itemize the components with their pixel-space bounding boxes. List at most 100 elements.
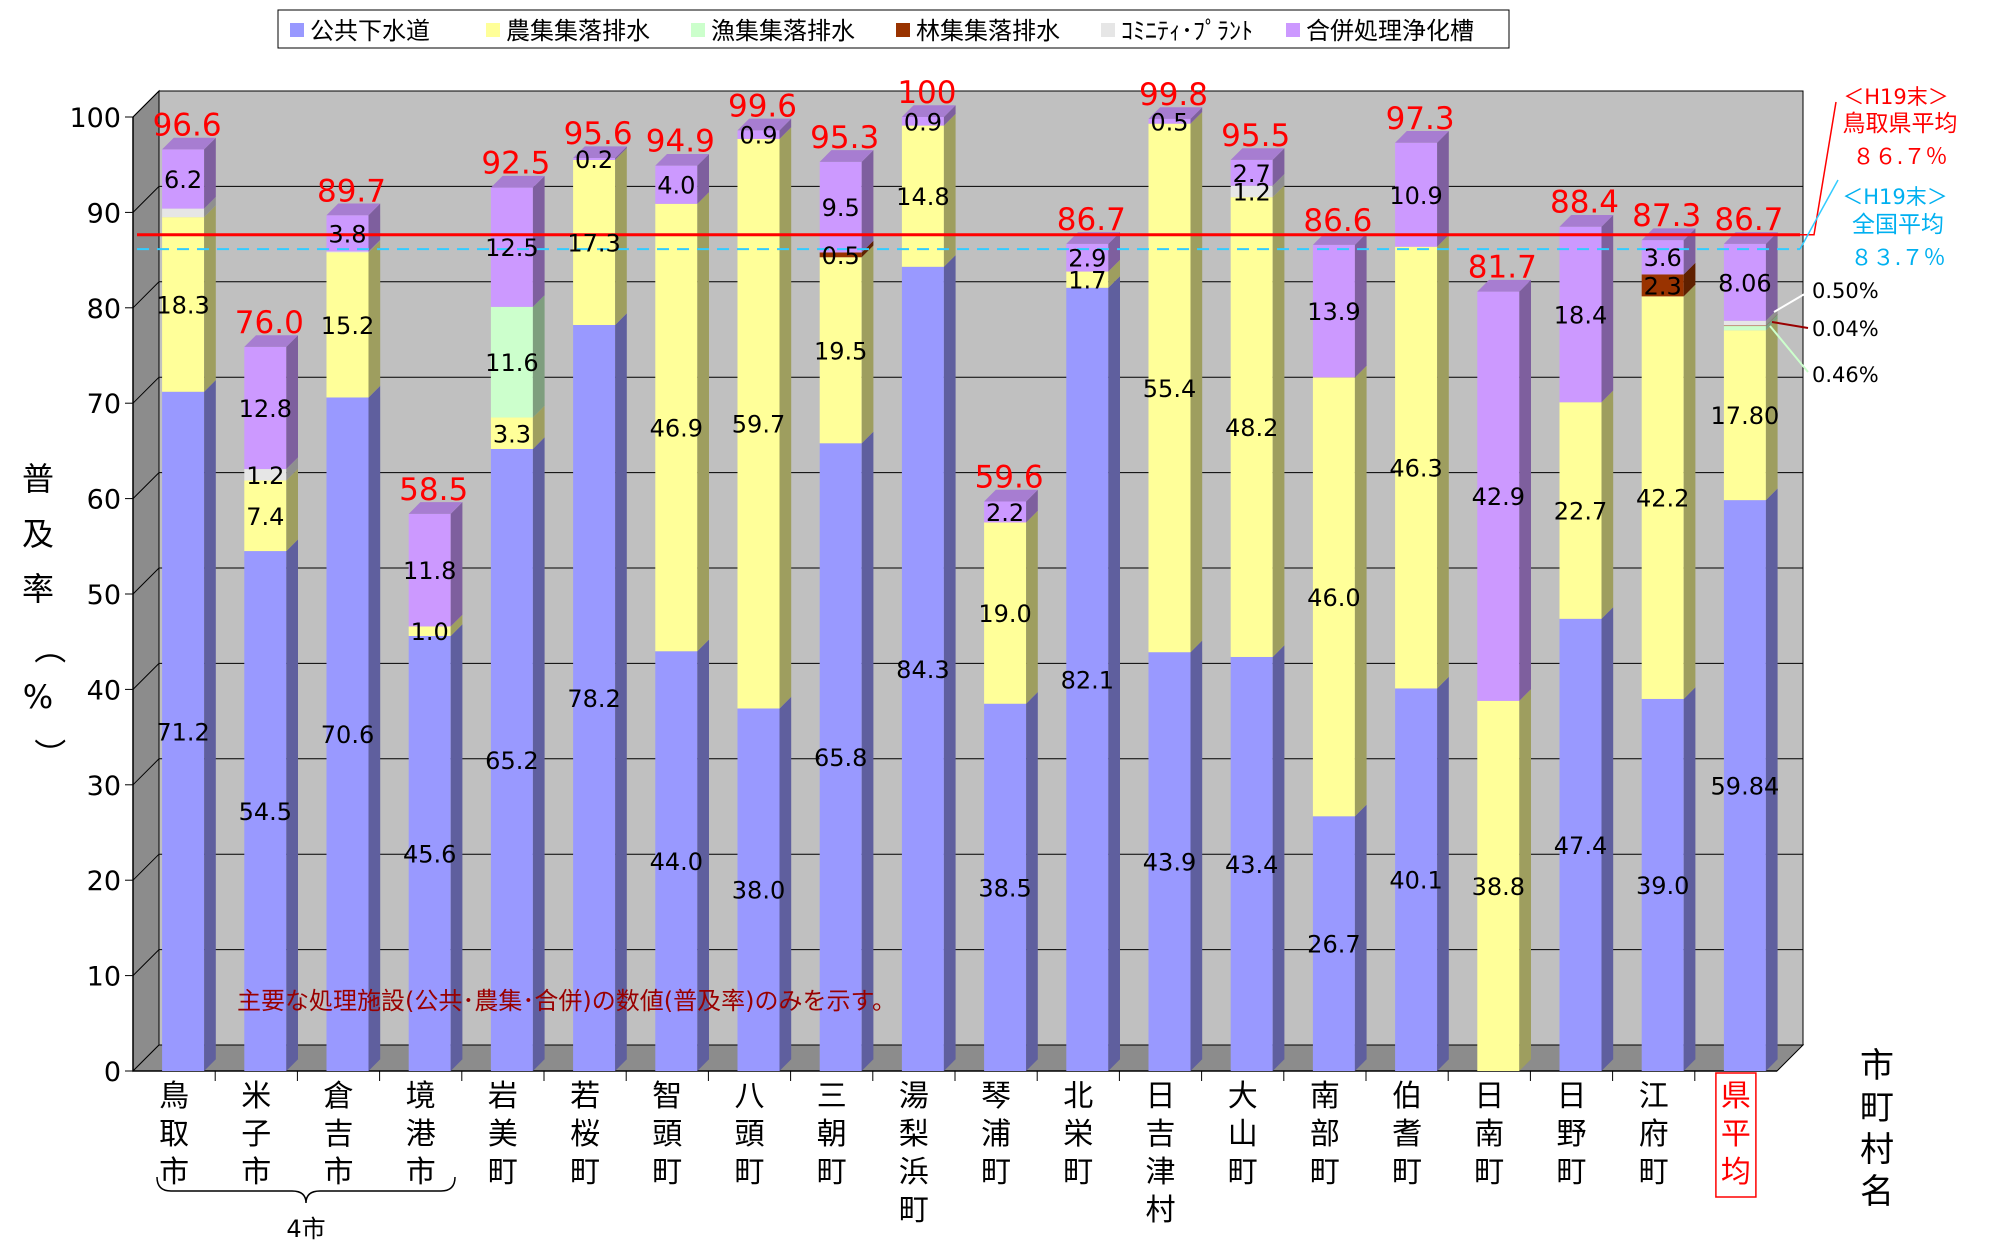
bar-segment [1312, 816, 1355, 1071]
bar-segment [408, 513, 451, 627]
x-category-label-char: 智 [652, 1079, 682, 1114]
bar-segment-side [1190, 107, 1203, 124]
data-label: 19.5 [814, 337, 867, 365]
bar-segment [244, 480, 287, 552]
bar-segment-side [943, 113, 956, 267]
data-label: 9.5 [822, 194, 860, 222]
bar-segment-side [1765, 313, 1778, 326]
bar-segment-side [286, 457, 298, 481]
data-label: 0.9 [739, 122, 777, 150]
floor [131, 1044, 1805, 1072]
x-category-label-char: 町 [1228, 1155, 1258, 1190]
bar-三朝町 [819, 150, 874, 1071]
bar-segment-side [1026, 489, 1038, 523]
bar-segment-side [450, 502, 463, 627]
bar-segment-side [1765, 309, 1778, 326]
bar-segment [573, 324, 616, 1071]
total-label: 99.6 [728, 88, 797, 124]
x-category-label-char: 港 [406, 1117, 436, 1152]
x-category-label-char: 市 [324, 1155, 354, 1190]
x-category-label-char: 平 [1721, 1117, 1751, 1152]
bar-segment-side [1765, 232, 1778, 321]
legend-box [277, 9, 1510, 49]
bar-segment [162, 208, 205, 218]
x-category-label-char: 伯 [1392, 1079, 1422, 1114]
bar-segment-side [615, 313, 627, 1072]
bar-top [1148, 107, 1203, 119]
data-label: 17.3 [567, 229, 620, 257]
x-category-label-char: 境 [406, 1079, 436, 1114]
legend-label: ｺﾐﾆﾃｨ･ﾌﾟﾗﾝﾄ [1121, 17, 1253, 45]
data-label: 59.7 [732, 411, 785, 439]
bar-segment [1230, 185, 1273, 198]
data-label: 1.2 [1233, 178, 1271, 206]
x-category-label-char: 琴 [981, 1079, 1011, 1114]
small-label-2: 0.46% [1812, 363, 1879, 387]
y-axis-label-char: 率 [22, 570, 54, 608]
data-label: 7.4 [246, 503, 284, 531]
bar-segment [655, 651, 698, 1071]
bar-top [737, 118, 792, 131]
bar-segment-side [1272, 148, 1285, 186]
bar-segment [490, 187, 533, 307]
x-category-label-char: 均 [1721, 1155, 1751, 1190]
bar-segment-side [1190, 640, 1203, 1071]
x-category-label-char: 湯 [899, 1079, 929, 1114]
bar-top [326, 203, 381, 216]
bar-segment [244, 469, 287, 481]
bar-segment [901, 266, 944, 1071]
bar-segment-side [943, 255, 956, 1071]
bar-top [901, 105, 956, 117]
bar-segment [244, 551, 287, 1071]
data-label: 71.2 [156, 718, 209, 746]
data-label: 44.0 [650, 848, 703, 876]
bar-segment [1723, 325, 1766, 327]
bar-segment [1559, 402, 1602, 619]
bar-segment [1230, 159, 1273, 186]
x-category-label-char: 頭 [735, 1117, 765, 1152]
data-label: 11.8 [403, 557, 456, 585]
bar-segment-side [1519, 689, 1531, 1071]
bar-segment [819, 252, 862, 258]
data-label: 47.4 [1554, 832, 1607, 860]
x-category-label-char: 町 [1063, 1155, 1093, 1190]
bar-top [819, 150, 874, 162]
bar-八頭町 [737, 118, 792, 1071]
bar-segment-side [861, 431, 874, 1071]
bar-top [162, 137, 216, 150]
bar-segment-side [450, 614, 463, 636]
bar-segment [655, 203, 698, 652]
note-text: 主要な処理施設(公共･農集･合併)の数値(普及率)のみを示す。 [237, 987, 896, 1015]
pref-avg-line2: 鳥取県平均 [1843, 111, 1958, 137]
x-category-label-char: 町 [817, 1155, 847, 1190]
x-category-label-char: 町 [1474, 1155, 1504, 1190]
data-label: 1.7 [1068, 267, 1106, 295]
legend-label: 合併処理浄化槽 [1306, 17, 1474, 45]
pref-avg-line3: ８６.７％ [1853, 145, 1948, 170]
data-label: 82.1 [1061, 666, 1114, 694]
x-category-label-char: 浜 [899, 1155, 929, 1190]
x-category-label-char: 江 [1639, 1079, 1669, 1114]
total-label: 95.3 [810, 120, 879, 156]
bar-segment-side [204, 196, 216, 218]
legend-item: ｺﾐﾆﾃｨ･ﾌﾟﾗﾝﾄ [1101, 17, 1253, 45]
bar-segment [244, 346, 287, 470]
bar-segment-side [861, 245, 874, 444]
data-label: 1.2 [246, 462, 284, 490]
bar-segment-side [1683, 262, 1696, 297]
bar-segment-side [697, 639, 709, 1071]
y-tick-label: 40 [87, 675, 121, 706]
bar-segment [819, 161, 862, 253]
bar-segment-side [779, 118, 792, 139]
x-category-label-char: 日 [1557, 1079, 1587, 1114]
x-category-label-char: 南 [1310, 1079, 1340, 1114]
bar-top [490, 175, 545, 188]
data-label: 38.8 [1472, 873, 1525, 901]
bar-境港市 [408, 502, 463, 1071]
bar-segment-side [1683, 228, 1696, 275]
bar-segment-side [204, 137, 216, 209]
bar-segment [1641, 296, 1684, 699]
bar-segment-side [532, 405, 545, 449]
bar-鳥取市 [162, 137, 216, 1071]
